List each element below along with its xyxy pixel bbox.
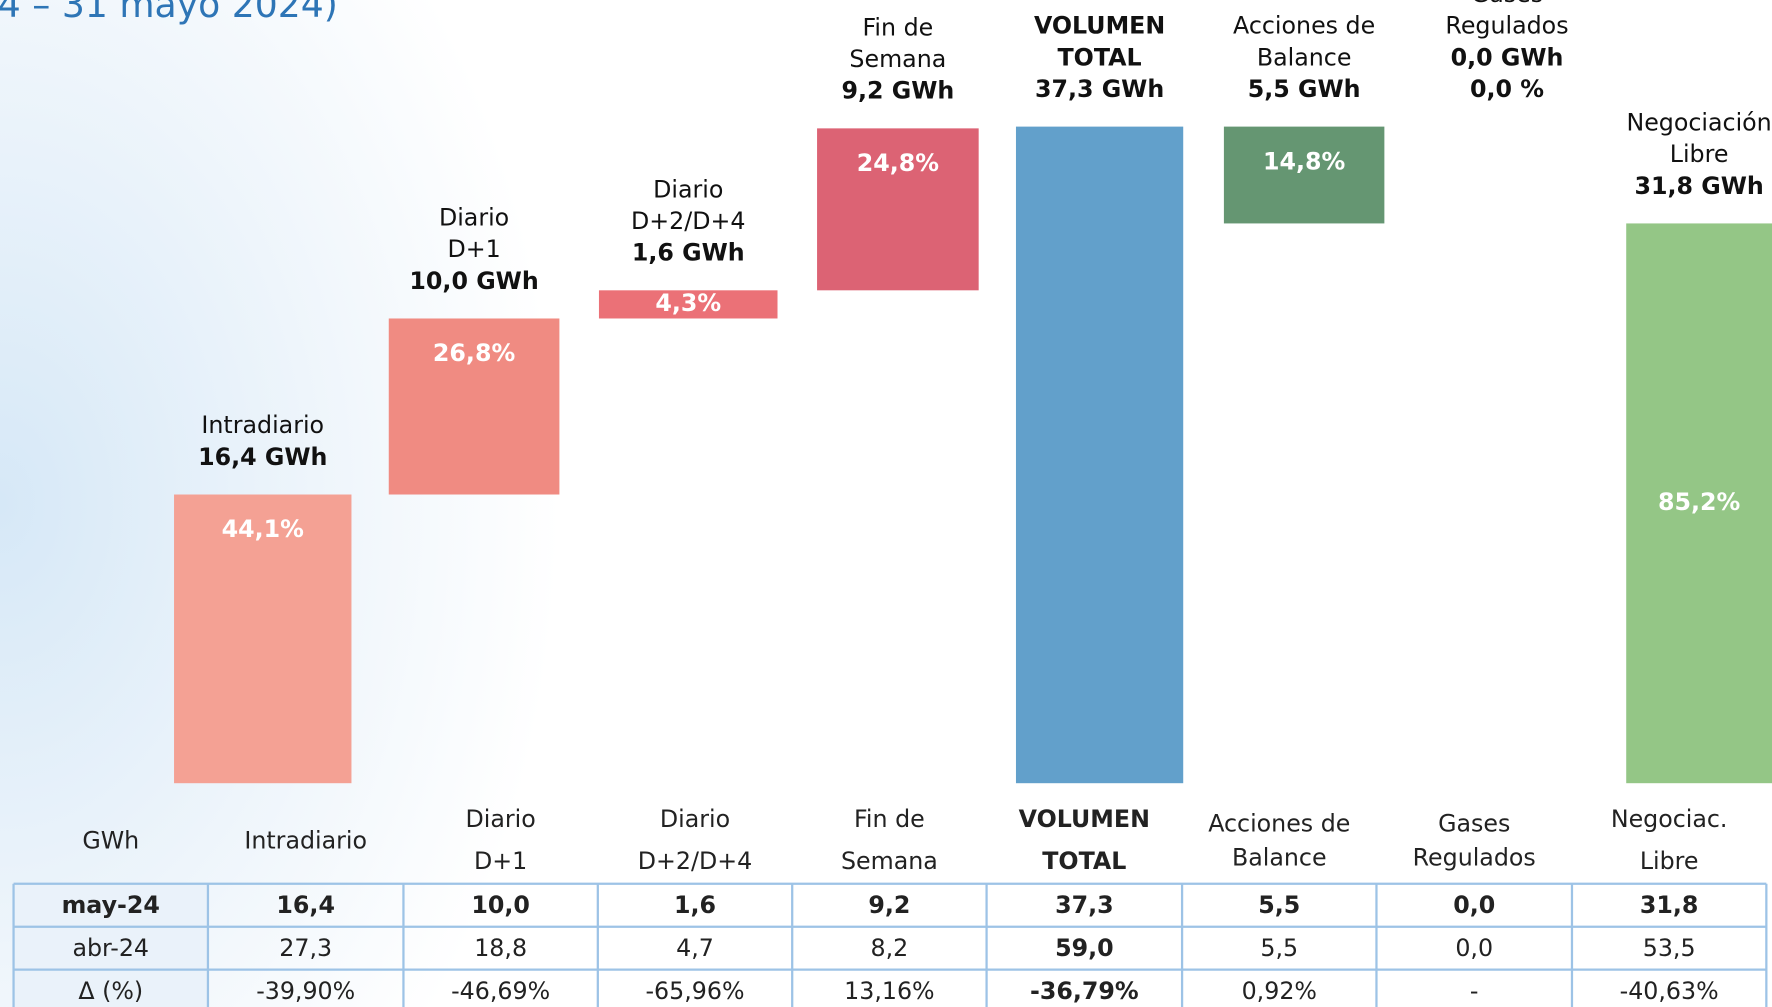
bar: [1015, 126, 1184, 784]
bar-label: Fin de: [862, 13, 933, 41]
bar: [174, 494, 352, 784]
table-cell: 8,2: [871, 934, 909, 962]
table-cell: 37,3: [1055, 891, 1114, 919]
bar-label: Acciones de: [1233, 12, 1375, 40]
table-header: GWh: [82, 826, 139, 854]
table-cell: 0,0: [1453, 891, 1495, 919]
table-cell: 1,6: [674, 891, 716, 919]
bar-label: TOTAL: [1058, 43, 1142, 71]
bar-label: VOLUMEN: [1034, 12, 1165, 40]
bar: [1223, 126, 1385, 224]
bar-label: 1,6 GWh: [632, 239, 745, 267]
table-cell: 18,8: [474, 934, 527, 962]
table-cell: -46,69%: [451, 977, 550, 1005]
table-cell: -36,79%: [1030, 977, 1139, 1005]
table-cell: -: [1470, 977, 1479, 1005]
bar-label: Intradiario: [201, 411, 324, 439]
table-header: Gases: [1438, 810, 1510, 838]
table-header: Diario: [660, 805, 730, 833]
table-cell: 5,5: [1258, 891, 1300, 919]
table-header: Acciones de: [1208, 810, 1350, 838]
table-header: VOLUMEN: [1019, 805, 1150, 833]
table-header: Semana: [841, 847, 938, 875]
table-cell: 0,92%: [1242, 977, 1317, 1005]
table-header: Libre: [1640, 847, 1699, 875]
bar-label: 0,0 GWh: [1451, 43, 1564, 71]
table-cell: abr-24: [72, 934, 149, 962]
table-header: D+2/D+4: [638, 847, 752, 875]
share-label: 4,3%: [655, 289, 721, 317]
table-cell: 13,16%: [844, 977, 934, 1005]
bar-label: Semana: [849, 45, 946, 73]
table-cell: 10,0: [471, 891, 530, 919]
table-cell: -40,63%: [1620, 977, 1719, 1005]
table-header: Negociac.: [1611, 805, 1728, 833]
bar-label: D+1: [447, 235, 500, 263]
bar-label: Balance: [1257, 43, 1352, 71]
chart-title: 4 – 31 mayo 2024): [0, 0, 338, 26]
bar: [1626, 223, 1772, 784]
table-header: Diario: [466, 805, 536, 833]
bar-label: Diario: [653, 175, 723, 203]
bar-label: 16,4 GWh: [198, 443, 327, 471]
share-label: 24,8%: [857, 149, 940, 177]
bar-label: Gases: [1471, 0, 1543, 8]
bar: [598, 290, 778, 319]
share-label: 85,2%: [1658, 488, 1741, 516]
table-cell: 59,0: [1055, 934, 1114, 962]
table-header: Balance: [1232, 843, 1327, 871]
table-cell: 53,5: [1643, 934, 1696, 962]
table-cell: 4,7: [676, 934, 714, 962]
bar-label: 9,2 GWh: [841, 77, 954, 105]
bar-label: Negociación: [1626, 108, 1771, 136]
table-cell: 16,4: [276, 891, 335, 919]
bar-label: 31,8 GWh: [1634, 172, 1763, 200]
bar-label: Diario: [439, 204, 509, 232]
bar: [817, 128, 979, 291]
table-header: Intradiario: [244, 826, 367, 854]
table-cell: -65,96%: [646, 977, 745, 1005]
bar-label: Libre: [1670, 140, 1729, 168]
table-cell: 31,8: [1640, 891, 1699, 919]
table-cell: may-24: [62, 891, 160, 919]
bar-label: 37,3 GWh: [1035, 75, 1164, 103]
table-first-col: [13, 883, 208, 1007]
share-label: 26,8%: [433, 339, 516, 367]
table-header: Regulados: [1413, 843, 1536, 871]
share-label: 14,8%: [1263, 147, 1346, 175]
table-cell: Δ (%): [78, 977, 143, 1005]
table-cell: 27,3: [279, 934, 332, 962]
bar-label: Regulados: [1445, 12, 1568, 40]
bar-label: D+2/D+4: [631, 207, 745, 235]
table-cell: 0,0: [1455, 934, 1493, 962]
table-header: Fin de: [854, 805, 925, 833]
bar: [388, 318, 560, 495]
share-label: 44,1%: [222, 515, 305, 543]
share-label: 0,0 %: [1470, 75, 1544, 103]
table-cell: -39,90%: [256, 977, 355, 1005]
table-header: TOTAL: [1042, 847, 1126, 875]
bar-label: 5,5 GWh: [1248, 75, 1361, 103]
bar-label: 10,0 GWh: [409, 267, 538, 295]
table-cell: 9,2: [868, 891, 910, 919]
table-cell: 5,5: [1260, 934, 1298, 962]
table-header: D+1: [474, 847, 527, 875]
